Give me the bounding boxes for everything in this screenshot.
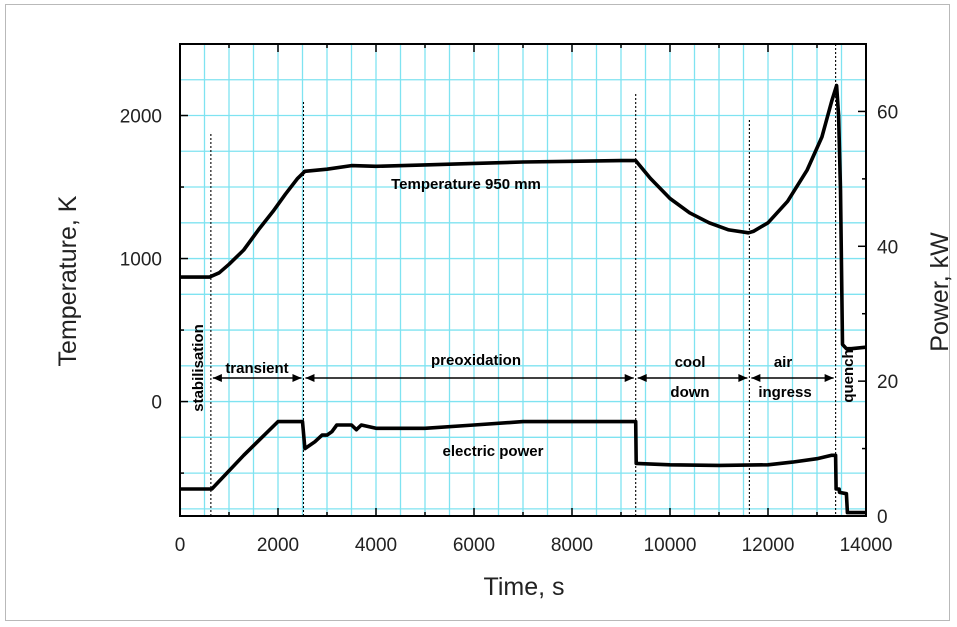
x-tick-label: 8000: [551, 535, 593, 556]
phase-arrowhead: [624, 374, 634, 382]
x-tick-label: 12000: [742, 535, 795, 556]
right-y-tick-labels: 0 20 40 60: [877, 102, 898, 528]
phase-arrowhead: [738, 374, 748, 382]
phase-arrowhead: [305, 374, 315, 382]
phase-label-ingress: ingress: [758, 384, 811, 401]
left-y-tick-labels: 0 1000 2000: [120, 107, 162, 414]
phase-label-cool: cool: [675, 354, 706, 371]
phase-arrowhead: [212, 374, 222, 382]
x-axis-title: Time, s: [483, 573, 564, 601]
left-y-axis-title: Temperature, K: [54, 195, 82, 366]
phase-arrowhead: [751, 374, 761, 382]
axes: [179, 43, 867, 517]
phase-arrowhead: [637, 374, 647, 382]
power-line: [180, 419, 866, 515]
figure-frame: [5, 4, 950, 621]
x-tick-label: 4000: [355, 535, 397, 556]
right-y-tick-label: 20: [877, 372, 898, 393]
x-tick-labels: 0 2000 4000 6000 8000 10000 12000 14000: [175, 535, 893, 556]
phase-arrowhead: [824, 374, 834, 382]
x-tick-label: 10000: [644, 535, 697, 556]
phase-arrowhead: [292, 374, 302, 382]
series: [180, 83, 867, 515]
left-y-tick-label: 1000: [120, 250, 162, 271]
phase-label-air: air: [774, 354, 793, 371]
phase-label-stabilisation: stabilisation: [190, 324, 207, 412]
grid: [180, 44, 866, 516]
phase-label-quench: quench: [840, 349, 857, 402]
right-y-tick-label: 40: [877, 237, 898, 258]
phase-label-preoxidation: preoxidation: [431, 352, 521, 369]
phase-label-transient: transient: [225, 360, 288, 377]
left-y-tick-label: 2000: [120, 107, 162, 128]
phase-arrows: [212, 374, 834, 382]
right-y-axis-title: Power, kW: [926, 232, 954, 352]
x-tick-label: 6000: [453, 535, 495, 556]
x-tick-label: 14000: [840, 535, 893, 556]
x-tick-label: 2000: [257, 535, 299, 556]
right-y-tick-label: 0: [877, 507, 888, 528]
phase-label-down: down: [670, 384, 709, 401]
x-tick-label: 0: [175, 535, 186, 556]
temperature-line: [180, 83, 867, 351]
right-y-tick-label: 60: [877, 102, 898, 123]
left-y-tick-label: 0: [151, 393, 162, 414]
power-series-label: electric power: [443, 443, 544, 460]
temperature-series-label: Temperature 950 mm: [391, 176, 541, 193]
